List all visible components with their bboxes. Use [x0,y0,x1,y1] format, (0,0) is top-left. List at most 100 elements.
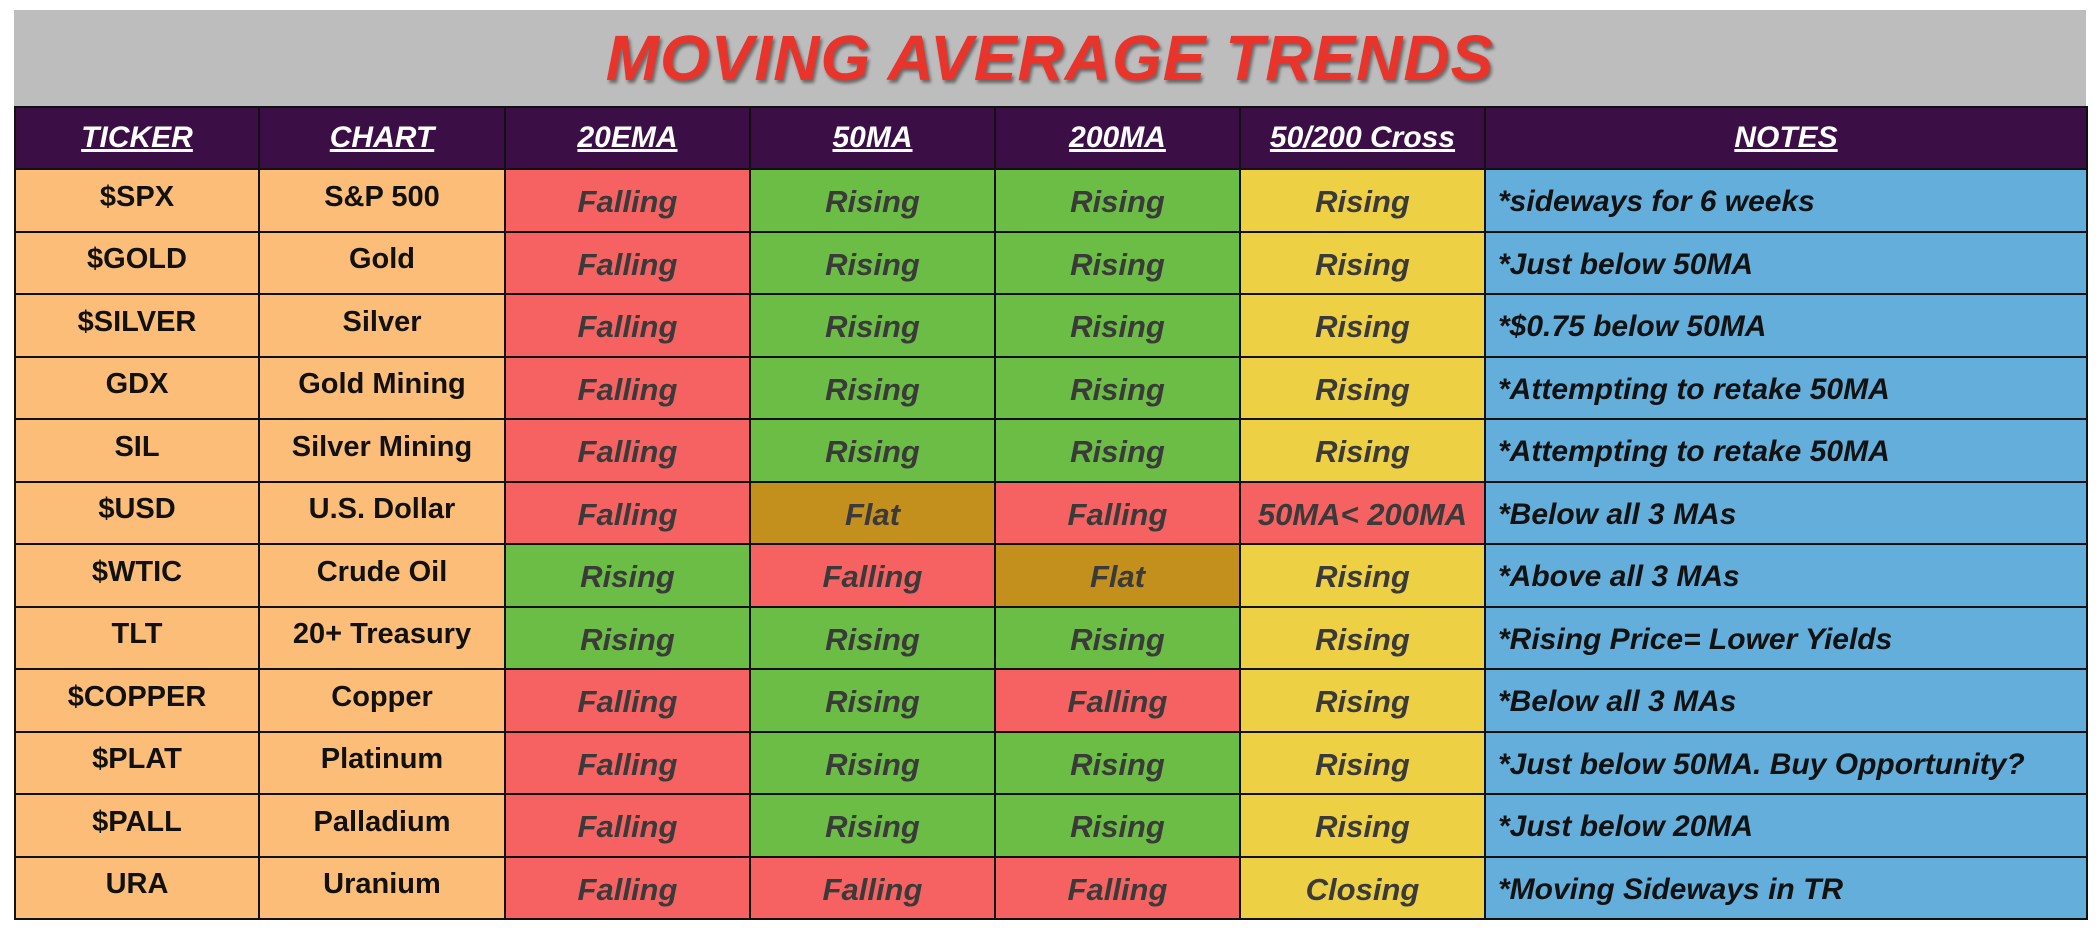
column-header-chart: CHART [258,106,506,170]
ma200-cell: Rising [994,355,1241,420]
cross-cell: Rising [1239,418,1486,483]
ticker-cell: $COPPER [14,668,260,733]
column-header-ticker: TICKER [14,106,260,170]
ma200-cell: Falling [994,480,1241,545]
notes-cell: *Just below 50MA [1484,230,2088,295]
ma50-cell: Falling [749,855,996,920]
chart-name-cell: 20+ Treasury [258,605,506,670]
notes-cell: *Above all 3 MAs [1484,543,2088,608]
table-body: $SPX S&P 500 Falling Rising Rising Risin… [14,168,2088,920]
ma50-cell: Rising [749,355,996,420]
ticker-cell: SIL [14,418,260,483]
ema20-cell: Falling [504,730,751,795]
cross-cell: 50MA< 200MA [1239,480,1486,545]
cross-cell: Rising [1239,793,1486,858]
ma50-cell: Falling [749,543,996,608]
ma50-cell: Rising [749,668,996,733]
ma50-cell: Rising [749,605,996,670]
table-row: $COPPER Copper Falling Rising Falling Ri… [14,668,2088,733]
notes-cell: *Rising Price= Lower Yields [1484,605,2088,670]
column-header-cross: 50/200 Cross [1239,106,1486,170]
chart-name-cell: Copper [258,668,506,733]
ticker-cell: TLT [14,605,260,670]
ma50-cell: Rising [749,293,996,358]
chart-name-cell: S&P 500 [258,168,506,233]
cross-cell: Rising [1239,605,1486,670]
cross-cell: Rising [1239,230,1486,295]
ma200-cell: Falling [994,668,1241,733]
ticker-cell: $SPX [14,168,260,233]
notes-cell: *Below all 3 MAs [1484,668,2088,733]
table-row: $PLAT Platinum Falling Rising Rising Ris… [14,730,2088,795]
ema20-cell: Rising [504,605,751,670]
ma50-cell: Rising [749,793,996,858]
cross-cell: Rising [1239,293,1486,358]
notes-cell: *$0.75 below 50MA [1484,293,2088,358]
table-row: $USD U.S. Dollar Falling Flat Falling 50… [14,480,2088,545]
title-bar: MOVING AVERAGE TRENDS [14,10,2086,106]
ticker-cell: $SILVER [14,293,260,358]
ticker-cell: GDX [14,355,260,420]
ma200-cell: Rising [994,730,1241,795]
cross-cell: Rising [1239,668,1486,733]
column-header-20ema: 20EMA [504,106,751,170]
table-row: GDX Gold Mining Falling Rising Rising Ri… [14,355,2088,420]
column-header-notes: NOTES [1484,106,2088,170]
ema20-cell: Falling [504,293,751,358]
cross-cell: Rising [1239,543,1486,608]
ticker-cell: $USD [14,480,260,545]
chart-name-cell: Crude Oil [258,543,506,608]
column-header-50ma: 50MA [749,106,996,170]
ma50-cell: Rising [749,418,996,483]
header-row: TICKER CHART 20EMA 50MA 200MA 50/200 Cro… [14,106,2088,170]
ema20-cell: Falling [504,230,751,295]
ma200-cell: Rising [994,293,1241,358]
column-header-200ma: 200MA [994,106,1241,170]
trends-sheet: MOVING AVERAGE TRENDS TICKER CHART 20EMA… [14,10,2088,920]
ticker-cell: $WTIC [14,543,260,608]
table-row: $SILVER Silver Falling Rising Rising Ris… [14,293,2088,358]
cross-cell: Rising [1239,730,1486,795]
notes-cell: *Below all 3 MAs [1484,480,2088,545]
ma50-cell: Rising [749,230,996,295]
ema20-cell: Falling [504,168,751,233]
notes-cell: *Just below 50MA. Buy Opportunity? [1484,730,2088,795]
ma200-cell: Rising [994,793,1241,858]
ticker-cell: $GOLD [14,230,260,295]
notes-cell: *Just below 20MA [1484,793,2088,858]
cross-cell: Closing [1239,855,1486,920]
ema20-cell: Falling [504,418,751,483]
chart-name-cell: U.S. Dollar [258,480,506,545]
page-title: MOVING AVERAGE TRENDS [605,22,1495,94]
ema20-cell: Rising [504,543,751,608]
ma50-cell: Rising [749,730,996,795]
trends-table: TICKER CHART 20EMA 50MA 200MA 50/200 Cro… [14,106,2088,920]
chart-name-cell: Palladium [258,793,506,858]
ma200-cell: Rising [994,418,1241,483]
chart-name-cell: Gold Mining [258,355,506,420]
notes-cell: *sideways for 6 weeks [1484,168,2088,233]
notes-cell: *Attempting to retake 50MA [1484,418,2088,483]
table-row: TLT 20+ Treasury Rising Rising Rising Ri… [14,605,2088,670]
ticker-cell: URA [14,855,260,920]
ma200-cell: Falling [994,855,1241,920]
chart-name-cell: Gold [258,230,506,295]
table-row: $WTIC Crude Oil Rising Falling Flat Risi… [14,543,2088,608]
table-row: SIL Silver Mining Falling Rising Rising … [14,418,2088,483]
table-row: URA Uranium Falling Falling Falling Clos… [14,855,2088,920]
ma200-cell: Flat [994,543,1241,608]
chart-name-cell: Platinum [258,730,506,795]
ema20-cell: Falling [504,793,751,858]
ema20-cell: Falling [504,355,751,420]
ema20-cell: Falling [504,855,751,920]
ma50-cell: Flat [749,480,996,545]
ema20-cell: Falling [504,668,751,733]
ma50-cell: Rising [749,168,996,233]
table-row: $SPX S&P 500 Falling Rising Rising Risin… [14,168,2088,233]
ma200-cell: Rising [994,168,1241,233]
notes-cell: *Attempting to retake 50MA [1484,355,2088,420]
ticker-cell: $PALL [14,793,260,858]
cross-cell: Rising [1239,168,1486,233]
table-row: $GOLD Gold Falling Rising Rising Rising … [14,230,2088,295]
chart-name-cell: Silver Mining [258,418,506,483]
